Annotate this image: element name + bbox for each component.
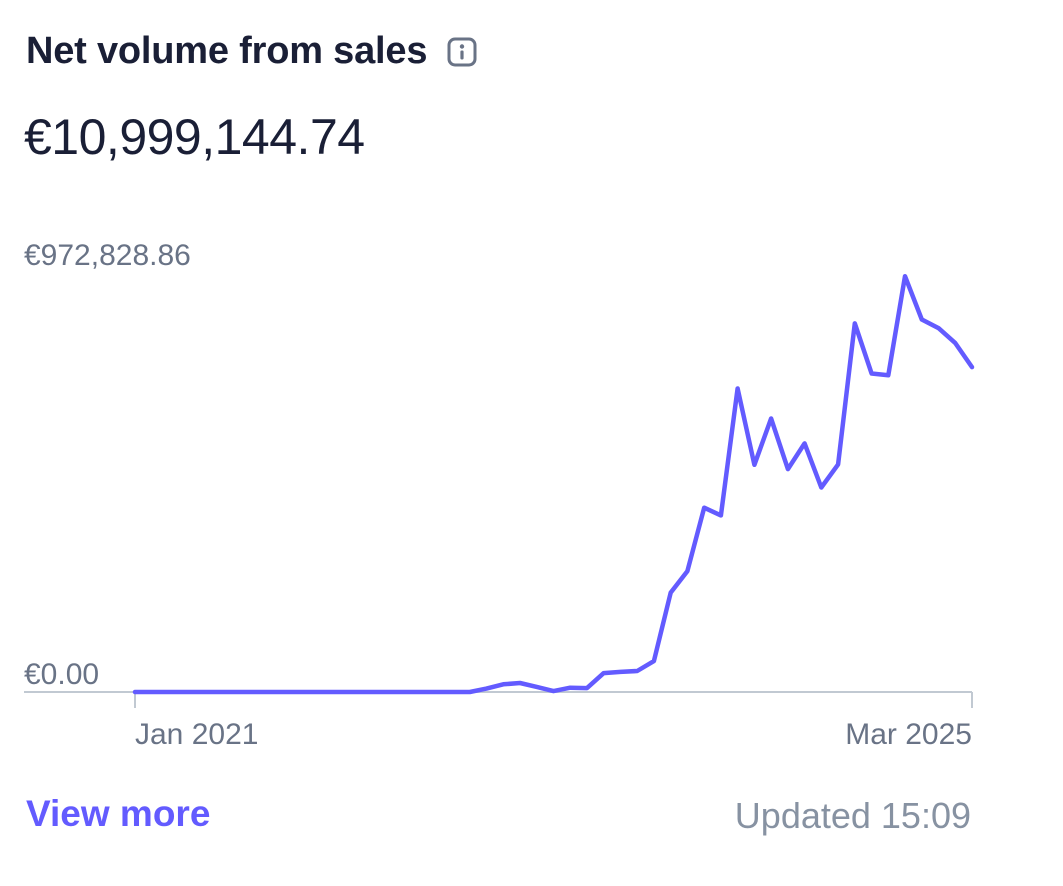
data-point-2025-01 xyxy=(936,325,942,331)
data-point-2022-02 xyxy=(350,689,356,695)
data-point-2023-08 xyxy=(651,658,657,664)
series-group xyxy=(132,273,975,695)
data-point-2021-06 xyxy=(216,689,222,695)
data-point-2024-02 xyxy=(751,462,757,468)
data-point-2022-07 xyxy=(433,689,439,695)
data-point-2023-10 xyxy=(684,568,690,574)
data-point-2023-09 xyxy=(668,590,674,596)
title-row: Net volume from sales xyxy=(26,30,479,73)
data-point-2024-06 xyxy=(818,485,824,491)
data-point-2024-05 xyxy=(802,440,808,446)
x-axis xyxy=(24,691,973,708)
data-point-2022-03 xyxy=(366,689,372,695)
data-point-2025-03 xyxy=(969,364,975,370)
data-point-2023-02 xyxy=(551,688,557,694)
card-title: Net volume from sales xyxy=(26,30,428,72)
data-point-2022-10 xyxy=(484,686,490,692)
updated-status: Updated 15:09 xyxy=(735,795,971,837)
data-point-2022-08 xyxy=(450,689,456,695)
data-point-2024-03 xyxy=(768,416,774,422)
data-point-2024-08 xyxy=(852,320,858,326)
data-point-2023-01 xyxy=(534,684,540,690)
x-tick-label-end: Mar 2025 xyxy=(845,718,972,751)
data-point-2024-04 xyxy=(785,466,791,472)
updated-time: 15:09 xyxy=(880,795,971,836)
data-point-2021-01 xyxy=(132,689,138,695)
data-point-2021-12 xyxy=(316,689,322,695)
data-point-2024-01 xyxy=(735,386,741,392)
data-point-2021-07 xyxy=(232,689,238,695)
data-point-2023-04 xyxy=(584,685,590,691)
data-point-2022-11 xyxy=(500,681,506,687)
data-point-2022-12 xyxy=(517,680,523,686)
data-point-2023-05 xyxy=(601,670,607,676)
data-point-2022-06 xyxy=(417,689,423,695)
data-point-2023-12 xyxy=(718,512,724,518)
data-point-2021-09 xyxy=(266,689,272,695)
data-point-2021-08 xyxy=(249,689,255,695)
data-point-2021-03 xyxy=(166,689,172,695)
info-icon-glyph xyxy=(447,37,477,66)
data-point-2023-11 xyxy=(701,505,707,511)
data-point-2024-09 xyxy=(869,371,875,377)
data-point-2021-02 xyxy=(149,689,155,695)
data-point-2021-10 xyxy=(283,689,289,695)
updated-label: Updated xyxy=(734,795,871,836)
view-more-link[interactable]: View more xyxy=(26,793,211,834)
data-point-2024-07 xyxy=(835,461,841,467)
series-line xyxy=(132,273,975,695)
data-point-2021-05 xyxy=(199,689,205,695)
x-tick-label-start: Jan 2021 xyxy=(135,718,258,751)
data-points xyxy=(132,273,975,695)
info-icon[interactable] xyxy=(445,35,479,69)
data-point-2024-12 xyxy=(919,317,925,323)
total-value: €10,999,144.74 xyxy=(24,109,365,165)
y-axis-max-label: €972,828.86 xyxy=(24,239,191,272)
data-point-2021-04 xyxy=(182,689,188,695)
data-point-2022-04 xyxy=(383,689,389,695)
data-point-2023-06 xyxy=(618,669,624,675)
data-point-2021-11 xyxy=(299,689,305,695)
data-point-2024-11 xyxy=(902,273,908,279)
data-point-2022-05 xyxy=(400,689,406,695)
data-point-2024-10 xyxy=(885,372,891,378)
data-point-2023-03 xyxy=(567,685,573,691)
data-point-2022-01 xyxy=(333,689,339,695)
data-point-2022-09 xyxy=(467,689,473,695)
data-point-2025-02 xyxy=(952,340,958,346)
data-point-2023-07 xyxy=(634,668,640,674)
y-axis-min-label: €0.00 xyxy=(24,658,99,691)
